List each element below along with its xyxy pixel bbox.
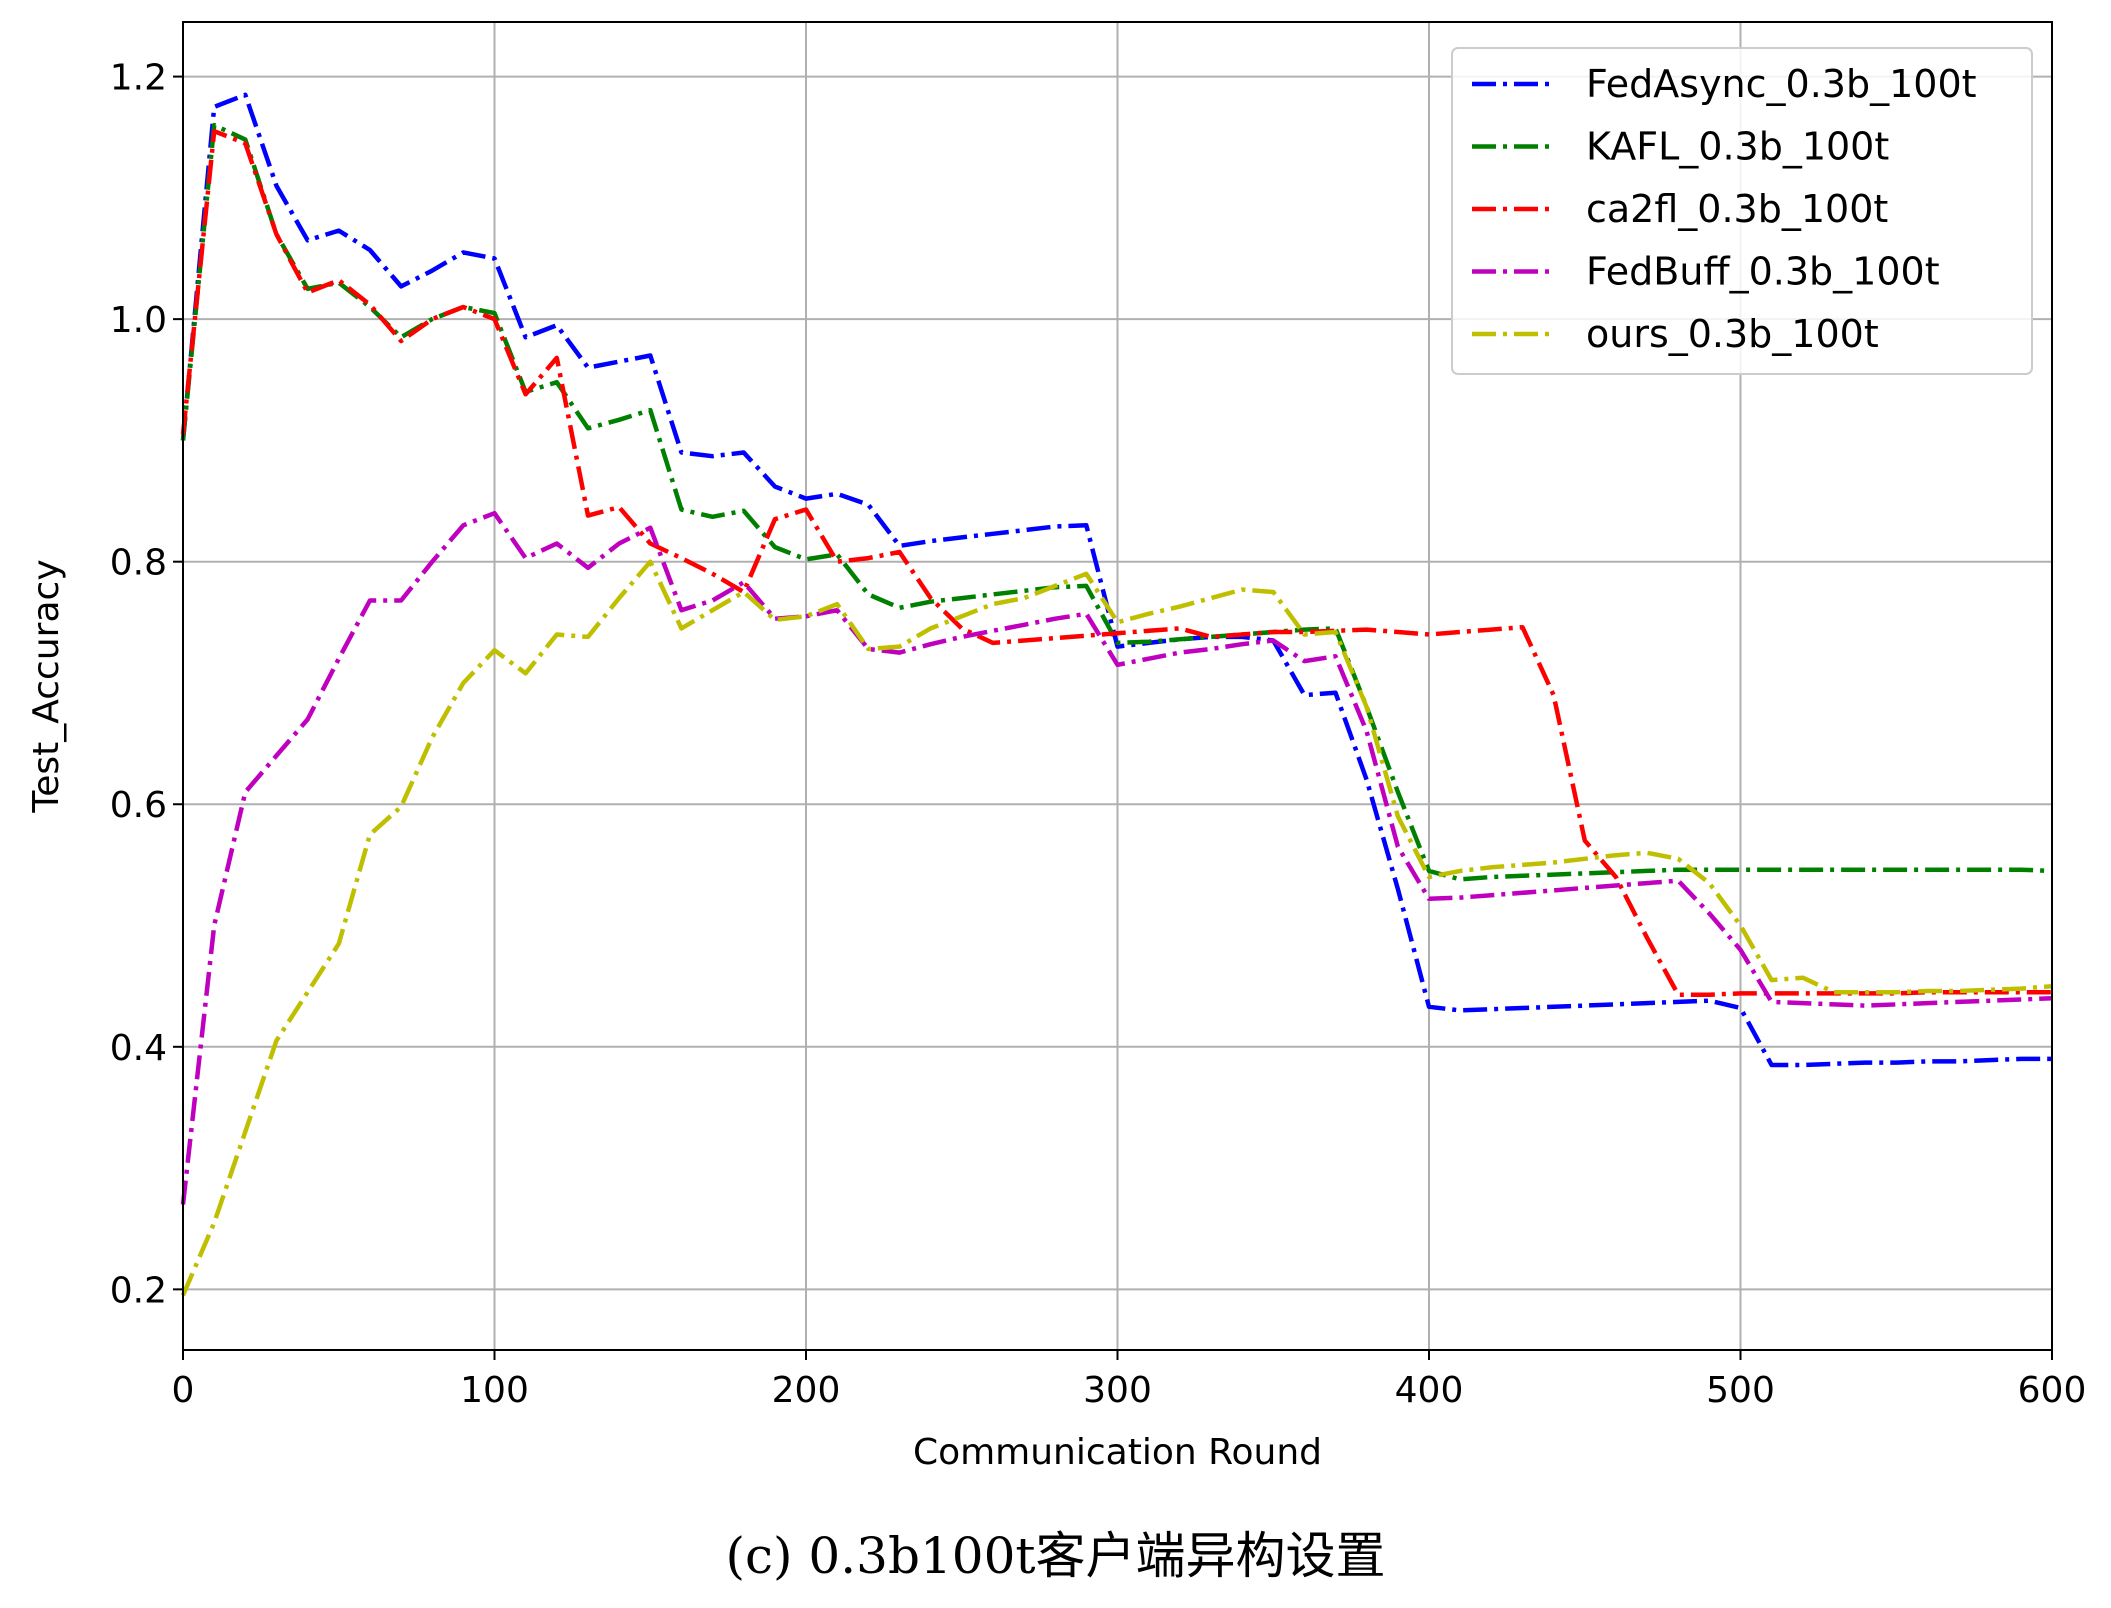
y-tick-label: 0.8	[110, 543, 167, 584]
y-axis-label: Test_Accuracy	[26, 559, 67, 813]
legend-label: ours_0.3b_100t	[1586, 312, 1879, 356]
legend-box	[1451, 47, 2033, 375]
ticks: 0 100 200 300 400 500 600 0.2 0.4 0.6 0.8 1.0 1.2	[110, 58, 2087, 1411]
series-line-KAFL_0.3b_100t	[180, 122, 2053, 882]
y-tick-label: 0.2	[110, 1270, 167, 1311]
series-line-ca2fl_0.3b_100t	[180, 128, 2052, 997]
x-axis-label: Communication Round	[913, 1432, 1322, 1473]
legend-label: FedBuff_0.3b_100t	[1586, 250, 1940, 294]
legend-label: FedAsync_0.3b_100t	[1586, 62, 1977, 106]
series-line-FedBuff_0.3b_100t	[180, 510, 2053, 1205]
x-tick-label: 200	[772, 1370, 841, 1411]
x-tick-label: 600	[2018, 1370, 2087, 1411]
x-tick-label: 300	[1083, 1370, 1152, 1411]
y-tick-label: 1.0	[110, 300, 167, 341]
legend-label: ca2fl_0.3b_100t	[1586, 187, 1888, 231]
y-tick-label: 1.2	[110, 58, 167, 99]
series-line-FedAsync_0.3b_100t	[180, 92, 2052, 1068]
legend: FedAsync_0.3b_100t KAFL_0.3b_100t ca2fl_0.…	[1451, 47, 2033, 375]
y-tick-label: 0.6	[110, 785, 167, 826]
x-tick-label: 100	[460, 1370, 529, 1411]
series-line-ours_0.3b_100t	[180, 559, 2053, 1297]
x-tick-label: 500	[1706, 1370, 1775, 1411]
series-lines	[180, 92, 2053, 1297]
y-tick-label: 0.4	[110, 1028, 167, 1069]
x-tick-label: 0	[172, 1370, 195, 1411]
x-tick-label: 400	[1395, 1370, 1464, 1411]
legend-label: KAFL_0.3b_100t	[1586, 125, 1889, 169]
figure-caption: (c) 0.3b100t客户端异构设置	[725, 1527, 1386, 1585]
